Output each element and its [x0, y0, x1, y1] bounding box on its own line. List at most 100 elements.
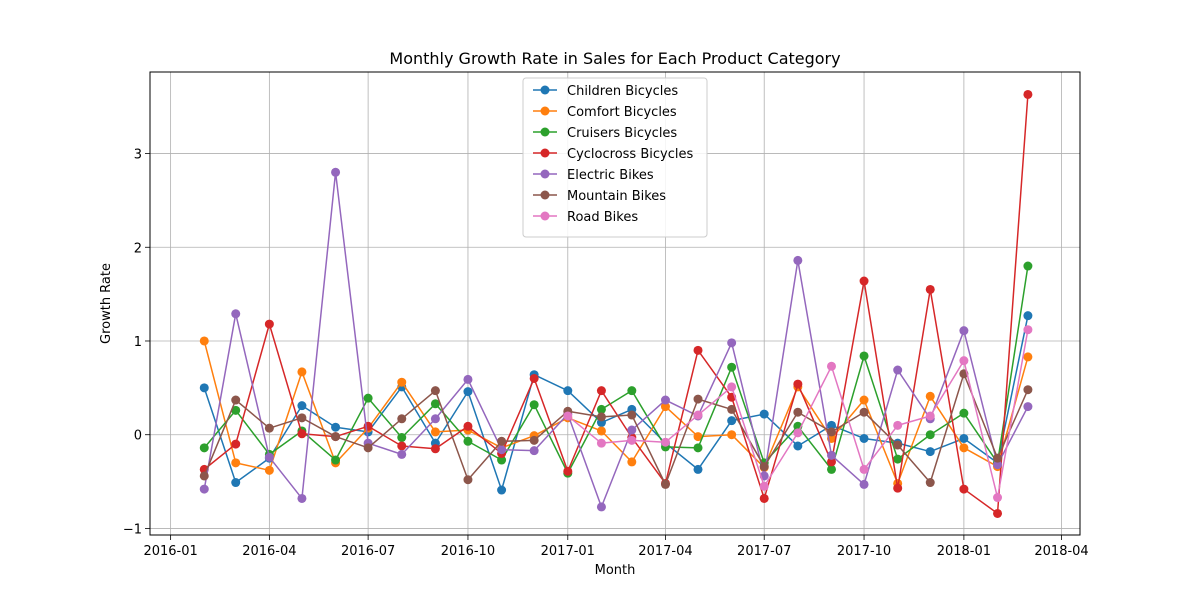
- data-point: [660, 437, 670, 447]
- data-point: [529, 435, 539, 445]
- data-point: [596, 412, 606, 422]
- data-point: [793, 407, 803, 417]
- data-point: [826, 464, 836, 474]
- legend-label: Comfort Bicycles: [567, 105, 677, 120]
- data-point: [693, 464, 703, 474]
- legend-item: Mountain Bikes: [533, 189, 666, 204]
- data-point: [959, 484, 969, 494]
- data-point: [430, 414, 440, 424]
- x-tick-label: 2016-07: [341, 544, 395, 559]
- data-point: [430, 399, 440, 409]
- data-point: [627, 425, 637, 435]
- y-tick-label: 3: [134, 148, 142, 163]
- series-line: [203, 171, 1029, 508]
- x-tick-label: 2018-01: [937, 544, 991, 559]
- data-point: [826, 450, 836, 460]
- data-point: [231, 395, 241, 405]
- data-point: [859, 351, 869, 361]
- data-point: [727, 362, 737, 372]
- data-point: [264, 465, 274, 475]
- data-point: [959, 408, 969, 418]
- data-point: [563, 466, 573, 476]
- data-point: [199, 471, 209, 481]
- series-group: [199, 89, 1033, 518]
- data-point: [331, 422, 341, 432]
- legend-label: Cyclocross Bicycles: [567, 147, 693, 162]
- data-point: [893, 420, 903, 430]
- legend-item: Comfort Bicycles: [533, 105, 677, 120]
- data-point: [331, 432, 341, 442]
- data-point: [993, 453, 1003, 463]
- legend: Children Bicycles Comfort Bicycles Cruiser…: [522, 77, 708, 238]
- x-tick-label: 2017-04: [638, 544, 692, 559]
- data-point: [826, 361, 836, 371]
- x-tick-label: 2017-07: [737, 544, 791, 559]
- data-point: [660, 479, 670, 489]
- plot-frame: [149, 71, 1081, 536]
- y-axis-label: Growth Rate: [99, 263, 114, 344]
- legend-box: [522, 77, 708, 238]
- legend-label: Mountain Bikes: [567, 189, 666, 204]
- data-point: [430, 444, 440, 454]
- data-point: [231, 478, 241, 488]
- data-point: [793, 379, 803, 389]
- x-tick-label: 2017-10: [837, 544, 891, 559]
- legend-item: Electric Bikes: [533, 168, 654, 183]
- data-point: [529, 446, 539, 456]
- data-point: [959, 443, 969, 453]
- data-point: [397, 414, 407, 424]
- data-point: [893, 454, 903, 464]
- data-point: [893, 483, 903, 493]
- data-point: [264, 319, 274, 329]
- data-point: [231, 309, 241, 319]
- legend-item: Children Bicycles: [533, 84, 678, 99]
- y-tick-label: 2: [134, 241, 142, 256]
- data-point: [993, 460, 1003, 470]
- data-point: [826, 457, 836, 467]
- data-point: [660, 402, 670, 412]
- data-point: [497, 485, 507, 495]
- data-point: [264, 423, 274, 433]
- data-point: [859, 276, 869, 286]
- data-point: [397, 441, 407, 451]
- legend-label: Electric Bikes: [567, 168, 654, 183]
- legend-item: Cruisers Bicycles: [533, 126, 677, 141]
- data-point: [925, 478, 935, 488]
- data-point: [397, 449, 407, 459]
- data-point: [925, 391, 935, 401]
- data-point: [627, 457, 637, 467]
- x-tick-label: 2017-01: [541, 544, 595, 559]
- legend-marker: [540, 85, 550, 95]
- data-point: [563, 411, 573, 421]
- data-point: [759, 481, 769, 491]
- data-point: [1023, 89, 1033, 99]
- data-point: [893, 440, 903, 450]
- data-point: [430, 386, 440, 396]
- data-point: [363, 443, 373, 453]
- data-point: [331, 455, 341, 465]
- data-point: [596, 438, 606, 448]
- x-tick-label: 2016-10: [441, 544, 495, 559]
- data-point: [859, 464, 869, 474]
- data-point: [660, 395, 670, 405]
- data-point: [793, 428, 803, 438]
- x-tick-label: 2016-01: [143, 544, 197, 559]
- data-point: [463, 436, 473, 446]
- data-point: [331, 167, 341, 177]
- series-line: [203, 373, 1029, 486]
- data-point: [925, 447, 935, 457]
- data-point: [363, 393, 373, 403]
- chart-title: Monthly Growth Rate in Sales for Each Pr…: [389, 49, 840, 68]
- legend-label: Cruisers Bicycles: [567, 126, 677, 141]
- data-point: [627, 435, 637, 445]
- data-point: [993, 493, 1003, 503]
- data-point: [793, 441, 803, 451]
- data-point: [693, 432, 703, 442]
- data-point: [199, 484, 209, 494]
- data-point: [463, 374, 473, 384]
- data-point: [529, 373, 539, 383]
- data-point: [397, 433, 407, 443]
- data-point: [231, 458, 241, 468]
- data-point: [859, 395, 869, 405]
- data-point: [859, 407, 869, 417]
